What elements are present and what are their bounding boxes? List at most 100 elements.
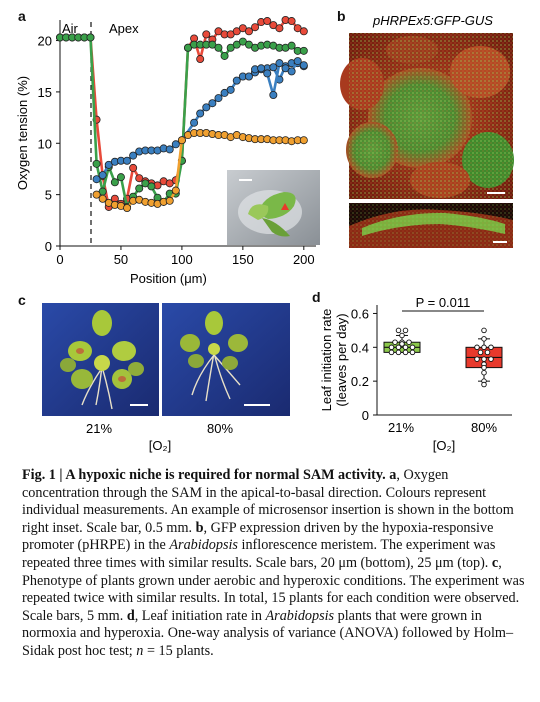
- plant-label-21: 21%: [86, 421, 112, 436]
- series-point-blue: [299, 61, 308, 70]
- box-point: [402, 349, 409, 356]
- box-point: [474, 356, 480, 362]
- caption-d-letter: d: [126, 607, 135, 624]
- series-point-orange: [123, 203, 132, 212]
- region-air-label: Air: [62, 21, 79, 36]
- x-tick-label: 100: [171, 252, 193, 267]
- caption-c-letter: c: [491, 554, 499, 571]
- series-point-red: [196, 55, 205, 64]
- box-point: [409, 344, 416, 351]
- plant-phenotype-photos: 21% 80% [O₂]: [42, 303, 290, 453]
- box-point: [477, 349, 484, 356]
- y-axis-label: Oxygen tension (%): [15, 76, 30, 190]
- microsensor-inset-photo: [227, 170, 320, 245]
- series-point-green: [110, 178, 119, 187]
- box-point: [406, 339, 412, 345]
- series-point-red: [263, 17, 272, 26]
- series-point-blue: [244, 72, 253, 81]
- caption-d-text-3: = 15 plants.: [143, 642, 214, 659]
- series-point-blue: [232, 76, 241, 85]
- caption-c-text: , Phenotype of plants grown under aerobi…: [22, 554, 525, 624]
- x-axis-label: Position (μm): [130, 271, 207, 286]
- series-point-blue: [165, 145, 174, 154]
- box-point: [388, 344, 395, 351]
- y-tick-label: 5: [45, 188, 52, 203]
- figure-canvas: 0 50 100 150 200 0 5 10 15 20 Air Apex Position …: [15, 13, 514, 453]
- box-point: [488, 344, 494, 351]
- caption-d-text-1: , Leaf initiation rate in: [134, 607, 266, 624]
- d-y-tick-label: 0: [362, 408, 369, 423]
- box-point: [395, 344, 402, 351]
- series-point-orange: [98, 194, 107, 203]
- series-point-blue: [257, 64, 266, 73]
- series-point-blue: [92, 175, 101, 184]
- series-point-orange: [92, 190, 101, 199]
- oxygen-line-chart: 0 50 100 150 200 0 5 10 15 20 Air Apex Position …: [15, 15, 320, 286]
- series-point-red: [251, 23, 260, 32]
- series-point-green: [86, 33, 95, 42]
- d-ylabel-line2: (leaves per day): [334, 313, 349, 406]
- box-point: [388, 349, 395, 356]
- caption-b-letter: b: [195, 519, 204, 536]
- series-point-orange: [299, 136, 308, 145]
- box-point: [481, 344, 487, 351]
- box-point: [488, 356, 494, 362]
- d-ylabel-line1: Leaf initiation rate: [319, 309, 334, 412]
- series-point-green: [287, 41, 296, 50]
- d-y-tick-label: 0.2: [351, 374, 369, 389]
- panel-letter-c: c: [18, 292, 26, 308]
- series-point-green: [92, 159, 101, 168]
- box-point: [481, 369, 487, 376]
- gfp-expression-images: pHRPEx5:GFP-GUS: [340, 13, 514, 248]
- series-point-blue: [190, 118, 199, 127]
- panel-letter-d: d: [312, 289, 321, 305]
- series-point-orange: [171, 186, 180, 195]
- series-point-blue: [208, 99, 217, 108]
- plant-label-80: 80%: [207, 421, 233, 436]
- series-point-green: [214, 43, 223, 52]
- y-tick-label: 0: [45, 239, 52, 254]
- series-point-green: [220, 51, 229, 60]
- gfp-title: pHRPEx5:GFP-GUS: [372, 13, 493, 28]
- d-category-80: 80%: [471, 420, 497, 435]
- d-category-21: 21%: [388, 420, 414, 435]
- series-point-red: [299, 27, 308, 36]
- d-y-tick-label: 0.6: [351, 306, 369, 321]
- box-point: [395, 349, 402, 356]
- caption-b-species: Arabidopsis: [169, 537, 238, 554]
- x-tick-label: 50: [114, 252, 128, 267]
- box-point: [392, 339, 398, 345]
- series-point-orange: [177, 136, 186, 145]
- box-point: [481, 381, 487, 388]
- box-point: [484, 349, 491, 356]
- series-point-blue: [226, 85, 235, 94]
- caption-d-n: n: [136, 642, 144, 659]
- series-point-blue: [98, 171, 107, 180]
- series-point-red: [129, 163, 138, 172]
- box-point: [402, 327, 409, 334]
- series-point-green: [299, 46, 308, 55]
- figure-caption: Fig. 1 | A hypoxic niche is required for…: [22, 467, 527, 661]
- caption-d-species: Arabidopsis: [265, 607, 335, 624]
- box-point: [481, 336, 487, 342]
- series-point-orange: [165, 196, 174, 205]
- series-point-red: [244, 27, 253, 36]
- box-point: [409, 349, 416, 356]
- plant-axis-label: [O₂]: [149, 438, 171, 453]
- series-point-red: [202, 30, 211, 39]
- box-point: [481, 364, 487, 371]
- series-point-red: [275, 24, 284, 33]
- y-tick-label: 20: [38, 34, 52, 49]
- series-point-blue: [196, 109, 205, 118]
- x-tick-label: 200: [293, 252, 315, 267]
- series-point-green: [116, 173, 125, 182]
- d-y-tick-label: 0.4: [351, 340, 369, 355]
- box-point: [481, 356, 487, 362]
- series-point-blue: [269, 90, 278, 99]
- box-point: [474, 344, 480, 351]
- series-point-blue: [287, 67, 296, 76]
- caption-title: A hypoxic niche is required for normal S…: [65, 467, 386, 483]
- series-point-red: [287, 17, 296, 26]
- caption-a-letter: a: [389, 467, 397, 483]
- series-point-blue: [269, 63, 278, 72]
